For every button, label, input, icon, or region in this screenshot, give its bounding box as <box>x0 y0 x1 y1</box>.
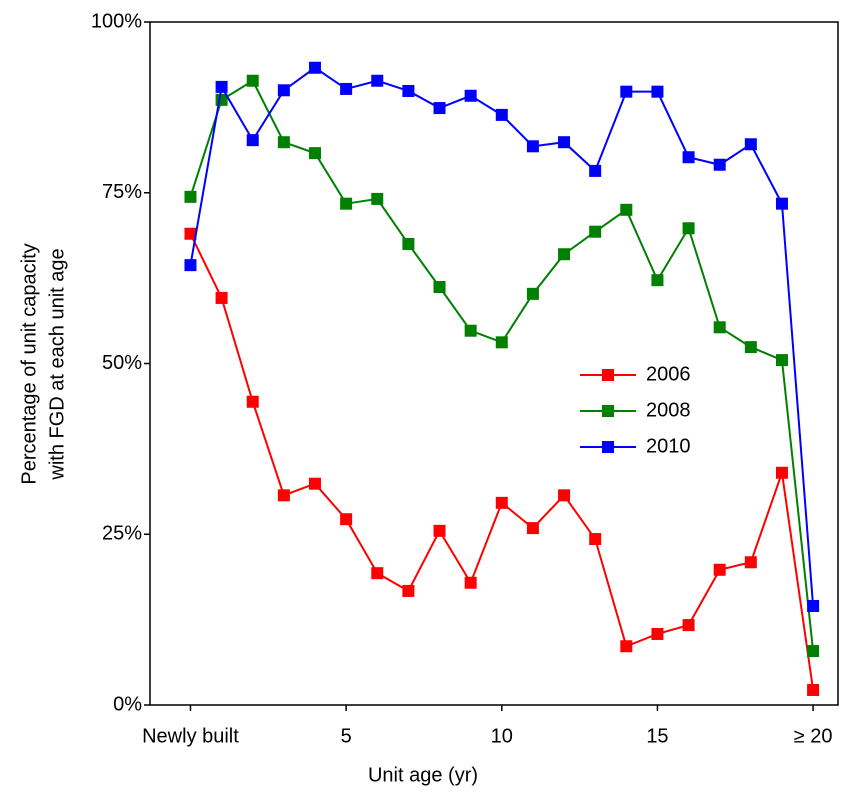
legend-label: 2010 <box>646 435 691 457</box>
data-point <box>620 203 633 216</box>
data-point <box>184 190 197 203</box>
legend-marker <box>602 405 614 417</box>
data-point <box>713 563 726 576</box>
data-point <box>215 80 228 93</box>
data-point <box>340 82 353 95</box>
legend-marker <box>602 441 614 453</box>
data-point <box>402 237 415 250</box>
data-point <box>495 336 508 349</box>
data-point <box>558 489 571 502</box>
data-point <box>184 259 197 272</box>
y-tick-label: 0% <box>113 693 142 715</box>
x-tick-label: ≥ 20 <box>794 725 833 747</box>
data-point <box>277 136 290 149</box>
data-point <box>526 522 539 535</box>
y-axis-label: with FGD at each unit age <box>46 248 68 480</box>
x-tick-label: 5 <box>341 725 352 747</box>
plot-frame <box>149 21 839 706</box>
data-point <box>620 640 633 653</box>
data-point <box>184 227 197 240</box>
data-point <box>744 556 757 569</box>
y-tick-label: 50% <box>102 352 142 374</box>
data-point <box>277 489 290 502</box>
data-point <box>526 140 539 153</box>
data-point <box>340 197 353 210</box>
data-point <box>744 341 757 354</box>
x-tick-label: 10 <box>491 725 513 747</box>
data-point <box>464 324 477 337</box>
data-point <box>651 274 664 287</box>
data-point <box>807 645 820 658</box>
data-point <box>807 599 820 612</box>
data-point <box>246 134 259 147</box>
data-point <box>558 136 571 149</box>
y-tick-label: 75% <box>102 181 142 203</box>
data-point <box>775 197 788 210</box>
data-point <box>713 158 726 171</box>
y-tick-label: 100% <box>91 10 142 32</box>
data-point <box>589 533 602 546</box>
data-point <box>246 74 259 87</box>
data-point <box>682 151 695 164</box>
legend-marker <box>602 369 614 381</box>
data-point <box>464 576 477 589</box>
x-tick-label: 15 <box>646 725 668 747</box>
data-point <box>558 248 571 261</box>
data-point <box>308 61 321 74</box>
x-tick-label: Newly built <box>142 725 239 747</box>
data-point <box>682 222 695 235</box>
y-tick-label: 25% <box>102 523 142 545</box>
data-point <box>495 496 508 509</box>
data-point <box>464 89 477 102</box>
data-point <box>340 513 353 526</box>
series-line <box>189 233 815 691</box>
data-point <box>308 477 321 490</box>
data-point <box>371 74 384 87</box>
data-point <box>402 84 415 97</box>
data-point <box>215 291 228 304</box>
data-point <box>371 567 384 580</box>
data-point <box>402 584 415 597</box>
data-point <box>713 321 726 334</box>
data-point <box>495 108 508 121</box>
legend-label: 2008 <box>646 399 691 421</box>
data-point <box>682 619 695 632</box>
data-point <box>589 164 602 177</box>
data-point <box>526 287 539 300</box>
data-point <box>246 395 259 408</box>
data-point <box>775 354 788 367</box>
data-point <box>277 84 290 97</box>
data-point <box>371 192 384 205</box>
data-point <box>308 147 321 160</box>
legend-label: 2006 <box>646 363 691 385</box>
data-point <box>807 683 820 696</box>
x-axis-label: Unit age (yr) <box>368 764 478 786</box>
data-point <box>433 102 446 115</box>
data-point <box>775 466 788 479</box>
data-point <box>620 85 633 98</box>
data-point <box>744 138 757 151</box>
data-point <box>433 524 446 537</box>
data-point <box>589 225 602 238</box>
y-axis-label: Percentage of unit capacity <box>18 243 40 484</box>
data-point <box>651 85 664 98</box>
data-point <box>433 281 446 294</box>
data-point <box>651 627 664 640</box>
